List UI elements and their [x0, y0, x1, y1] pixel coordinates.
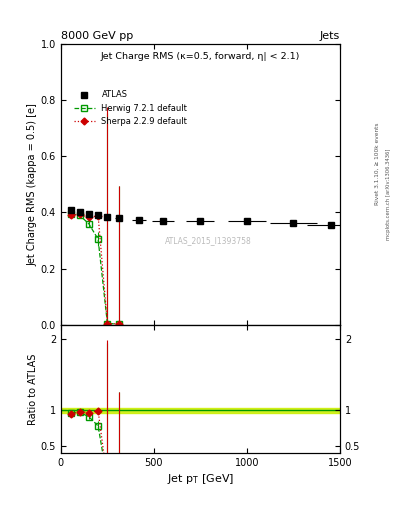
Y-axis label: Jet Charge RMS (kappa = 0.5) [e]: Jet Charge RMS (kappa = 0.5) [e]	[28, 103, 38, 266]
Y-axis label: Ratio to ATLAS: Ratio to ATLAS	[28, 353, 38, 425]
Text: mcplots.cern.ch [arXiv:1306.3436]: mcplots.cern.ch [arXiv:1306.3436]	[386, 149, 391, 240]
Text: Jets: Jets	[320, 31, 340, 41]
X-axis label: Jet $\mathregular{p_T}$ [GeV]: Jet $\mathregular{p_T}$ [GeV]	[167, 472, 234, 486]
Legend: ATLAS, Herwig 7.2.1 default, Sherpa 2.2.9 default: ATLAS, Herwig 7.2.1 default, Sherpa 2.2.…	[71, 87, 191, 129]
Text: Rivet 3.1.10, ≥ 100k events: Rivet 3.1.10, ≥ 100k events	[375, 122, 380, 205]
Text: ATLAS_2015_I1393758: ATLAS_2015_I1393758	[165, 236, 252, 245]
Text: 8000 GeV pp: 8000 GeV pp	[61, 31, 133, 41]
Text: Jet Charge RMS (κ=0.5, forward, η| < 2.1): Jet Charge RMS (κ=0.5, forward, η| < 2.1…	[101, 52, 300, 61]
